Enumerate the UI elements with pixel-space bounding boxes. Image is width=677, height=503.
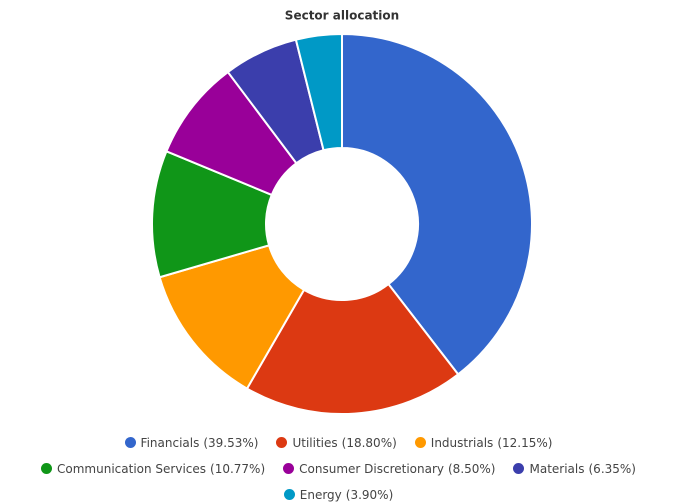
legend-label: Industrials bbox=[430, 435, 494, 450]
chart-title: Sector allocation bbox=[285, 9, 399, 23]
legend-marker bbox=[283, 489, 295, 500]
legend-label: Consumer Discretionary bbox=[299, 461, 444, 476]
legend-label: Energy bbox=[299, 487, 342, 502]
donut-slice bbox=[158, 244, 306, 390]
page: Sector allocation Financials (39.53%) Util… bbox=[41, 8, 636, 502]
legend-marker bbox=[513, 463, 525, 474]
legend-marker bbox=[276, 437, 288, 448]
legend-label: Materials bbox=[529, 461, 585, 476]
legend-item: Consumer Discretionary (8.50%) bbox=[283, 460, 495, 477]
legend-marker bbox=[124, 437, 136, 448]
chart: Sector allocation bbox=[151, 9, 533, 415]
donut-slice bbox=[294, 32, 343, 152]
legend-value: (12.15%) bbox=[497, 435, 553, 450]
donut-slice bbox=[341, 32, 533, 376]
legend-value: (18.80%) bbox=[341, 435, 397, 450]
legend-value: (8.50%) bbox=[448, 461, 496, 476]
legend-item: Industrials (12.15%) bbox=[414, 434, 553, 451]
legend-marker bbox=[41, 463, 53, 474]
legend-label: Financials bbox=[140, 435, 200, 450]
legend-value: (6.35%) bbox=[588, 461, 636, 476]
legend-item: Utilities (18.80%) bbox=[276, 434, 397, 451]
legend-value: (10.77%) bbox=[210, 461, 266, 476]
legend-value: (39.53%) bbox=[203, 435, 259, 450]
legend-marker bbox=[283, 463, 295, 474]
donut-slice bbox=[245, 282, 460, 415]
legend-item: Financials (39.53%) bbox=[124, 434, 259, 451]
legend-item: Communication Services (10.77%) bbox=[41, 460, 265, 477]
legend-item: Materials (6.35%) bbox=[513, 460, 636, 477]
legend-value: (3.90%) bbox=[345, 487, 394, 502]
legend-item: Energy (3.90%) bbox=[283, 486, 394, 503]
legend-marker bbox=[414, 437, 426, 448]
legend-label: Communication Services bbox=[57, 461, 207, 476]
legend-label: Utilities bbox=[292, 435, 338, 450]
legend: Financials (39.53%) Utilities (18.80%) Indus… bbox=[0, 434, 677, 503]
